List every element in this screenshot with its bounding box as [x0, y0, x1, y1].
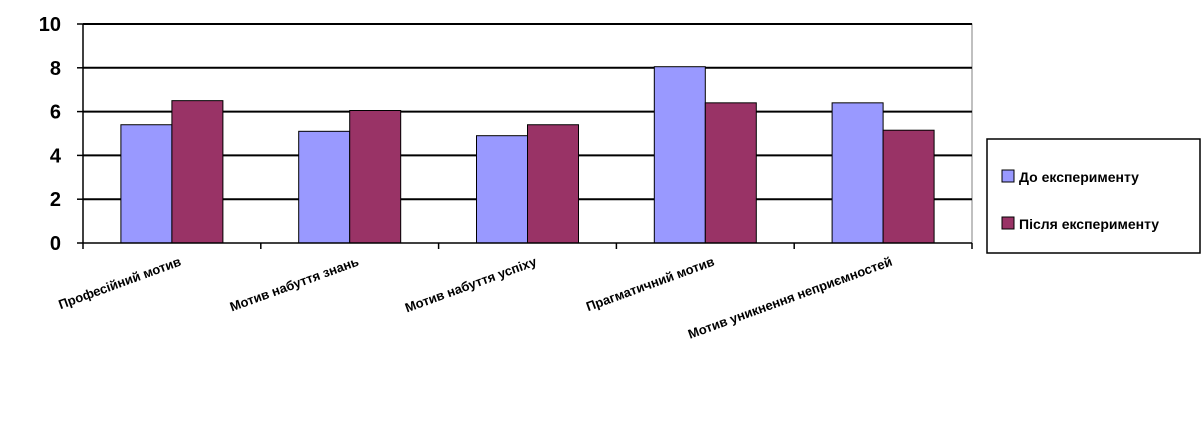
y-tick-label: 0: [50, 233, 61, 255]
y-tick-label: 2: [50, 189, 61, 211]
bar-series-0-0: [120, 124, 173, 244]
x-category-label: Мотив набуття знань: [228, 254, 361, 315]
y-tick-label: 10: [39, 14, 61, 36]
legend: До експерименту Після експерименту: [986, 138, 1201, 254]
y-tick-labels: 0 2 4 6 8 10: [39, 14, 62, 255]
x-category-label: Мотив набуття успіху: [403, 253, 539, 315]
axes: [77, 23, 973, 249]
bar-series-0-2: [476, 135, 528, 244]
bar-series-1-1: [349, 110, 402, 244]
legend-box: [986, 138, 1201, 254]
bar-series-1-4: [882, 129, 935, 244]
legend-swatch-series-1: [1001, 216, 1015, 230]
legend-label-series-0: До експерименту: [1019, 169, 1139, 185]
legend-label-series-1: Після експерименту: [1019, 216, 1159, 232]
bars: [120, 66, 935, 244]
bar-series-0-4: [831, 102, 884, 244]
bar-series-1-0: [171, 100, 224, 244]
x-tick-labels: Професійний мотив Мотив набуття знань Моти…: [56, 253, 894, 341]
x-category-label: Професійний мотив: [56, 254, 183, 312]
x-category-label: Мотив уникнення неприємностей: [686, 254, 894, 342]
y-tick-label: 6: [50, 102, 61, 124]
bar-series-0-1: [298, 130, 351, 244]
bar-series-1-2: [527, 124, 579, 244]
legend-swatch-series-0: [1001, 169, 1015, 183]
bar-series-1-3: [704, 102, 757, 244]
x-category-label: Прагматичний мотив: [584, 254, 716, 314]
y-tick-label: 8: [50, 58, 61, 80]
y-tick-label: 4: [50, 145, 62, 167]
bar-series-0-3: [653, 66, 706, 244]
